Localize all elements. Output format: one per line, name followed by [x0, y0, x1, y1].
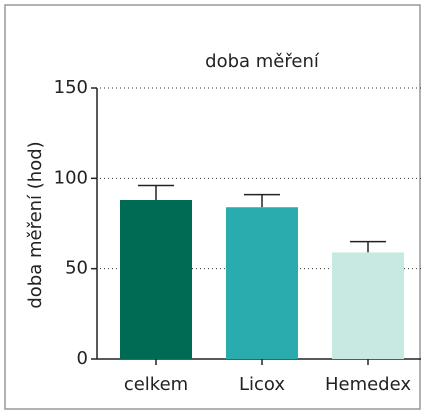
frame	[4, 4, 421, 410]
y-tick-label: 150	[54, 77, 88, 98]
y-tick-label: 50	[65, 258, 88, 279]
chart-title: doba měření	[205, 51, 320, 72]
bar	[332, 252, 404, 359]
y-axis-label: doba měření (hod)	[25, 141, 46, 308]
bar	[226, 207, 298, 359]
bar	[120, 200, 192, 359]
y-tick-label: 100	[54, 167, 88, 188]
x-tick-label: celkem	[124, 374, 188, 395]
y-tick-label: 0	[77, 348, 88, 369]
x-tick-label: Hemedex	[325, 374, 411, 395]
x-tick-label: Licox	[239, 374, 285, 395]
